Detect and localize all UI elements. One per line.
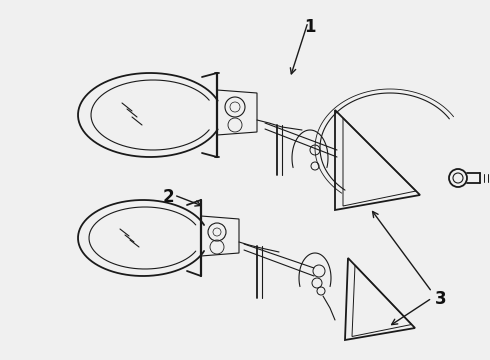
- Text: 1: 1: [304, 18, 316, 36]
- Text: 2: 2: [162, 188, 174, 206]
- Text: 3: 3: [435, 290, 446, 308]
